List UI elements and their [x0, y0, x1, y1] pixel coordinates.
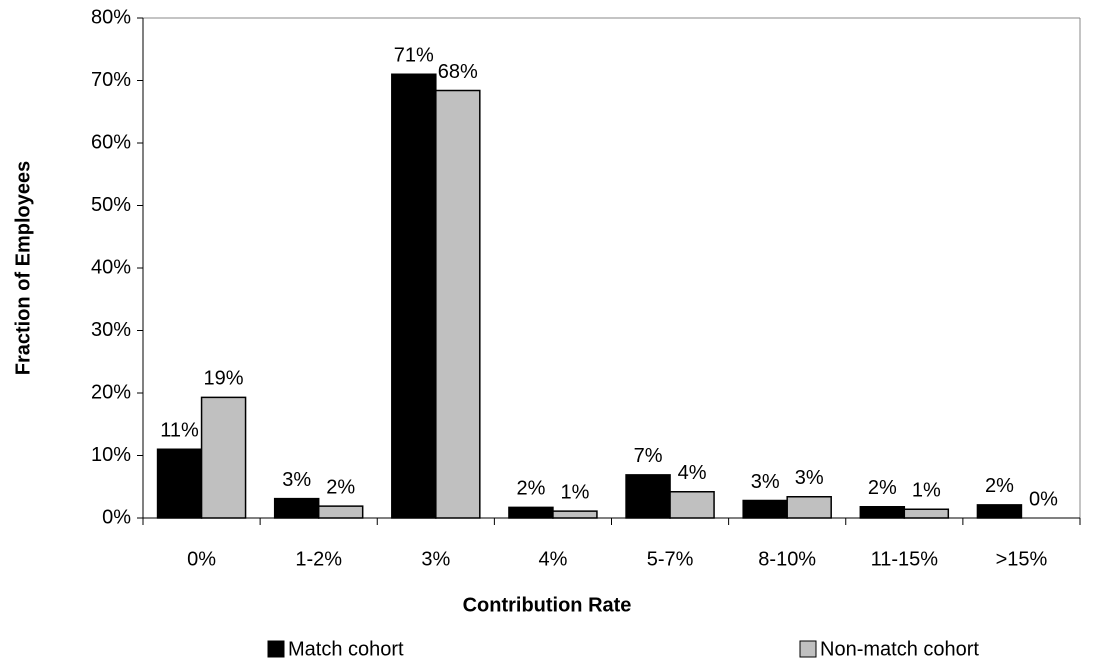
data-label: 3%: [751, 471, 780, 493]
bar: [669, 491, 715, 519]
data-label: 2%: [868, 477, 897, 499]
data-label: 2%: [516, 478, 545, 500]
y-tick-label: 60%: [91, 131, 131, 153]
bar: [508, 506, 554, 519]
data-label: 11%: [160, 420, 199, 442]
x-tick-label: 5-7%: [647, 548, 694, 570]
bar: [786, 496, 832, 519]
bar: [742, 499, 788, 519]
data-label: 68%: [438, 61, 478, 83]
bar: [903, 508, 950, 519]
x-tick-label: 8-10%: [758, 548, 816, 570]
y-axis-title: Fraction of Employees: [12, 161, 34, 376]
bar: [317, 505, 364, 519]
legend-label: Match cohort: [288, 638, 404, 660]
data-label: 1%: [912, 480, 941, 502]
x-tick-label: 11-15%: [871, 548, 939, 570]
data-label: 3%: [282, 469, 311, 491]
y-tick-label: 10%: [91, 444, 131, 466]
bar: [435, 89, 481, 519]
y-tick-label: 0%: [102, 506, 131, 528]
y-tick-label: 30%: [91, 319, 131, 341]
x-tick-label: 3%: [421, 548, 450, 570]
data-label: 1%: [560, 481, 589, 503]
data-label: 4%: [678, 462, 707, 484]
bar: [625, 474, 671, 519]
data-label: 2%: [326, 476, 355, 498]
x-tick-label: 0%: [187, 548, 216, 570]
legend-swatch: [799, 640, 817, 658]
x-tick-label: >15%: [996, 548, 1048, 570]
data-label: 0%: [1029, 488, 1058, 510]
bar: [391, 73, 437, 519]
bar: [156, 448, 203, 519]
bar: [273, 497, 320, 519]
y-tick-label: 70%: [91, 69, 131, 91]
bar: [976, 504, 1023, 519]
x-axis-title: Contribution Rate: [463, 594, 632, 616]
data-label: 2%: [985, 475, 1014, 497]
x-tick-label: 1-2%: [295, 548, 342, 570]
y-tick-label: 80%: [91, 6, 131, 28]
bar: [859, 506, 906, 519]
data-label: 7%: [634, 445, 663, 467]
legend-swatch: [267, 640, 285, 658]
y-tick-label: 40%: [91, 256, 131, 278]
data-label: 19%: [204, 368, 244, 390]
data-label: 3%: [795, 467, 824, 489]
data-label: 71%: [394, 45, 434, 67]
y-tick-label: 50%: [91, 194, 131, 216]
bar: [200, 396, 247, 519]
x-tick-label: 4%: [538, 548, 567, 570]
legend-label: Non-match cohort: [820, 638, 979, 660]
bar: [552, 510, 598, 519]
y-tick-label: 20%: [91, 381, 131, 403]
